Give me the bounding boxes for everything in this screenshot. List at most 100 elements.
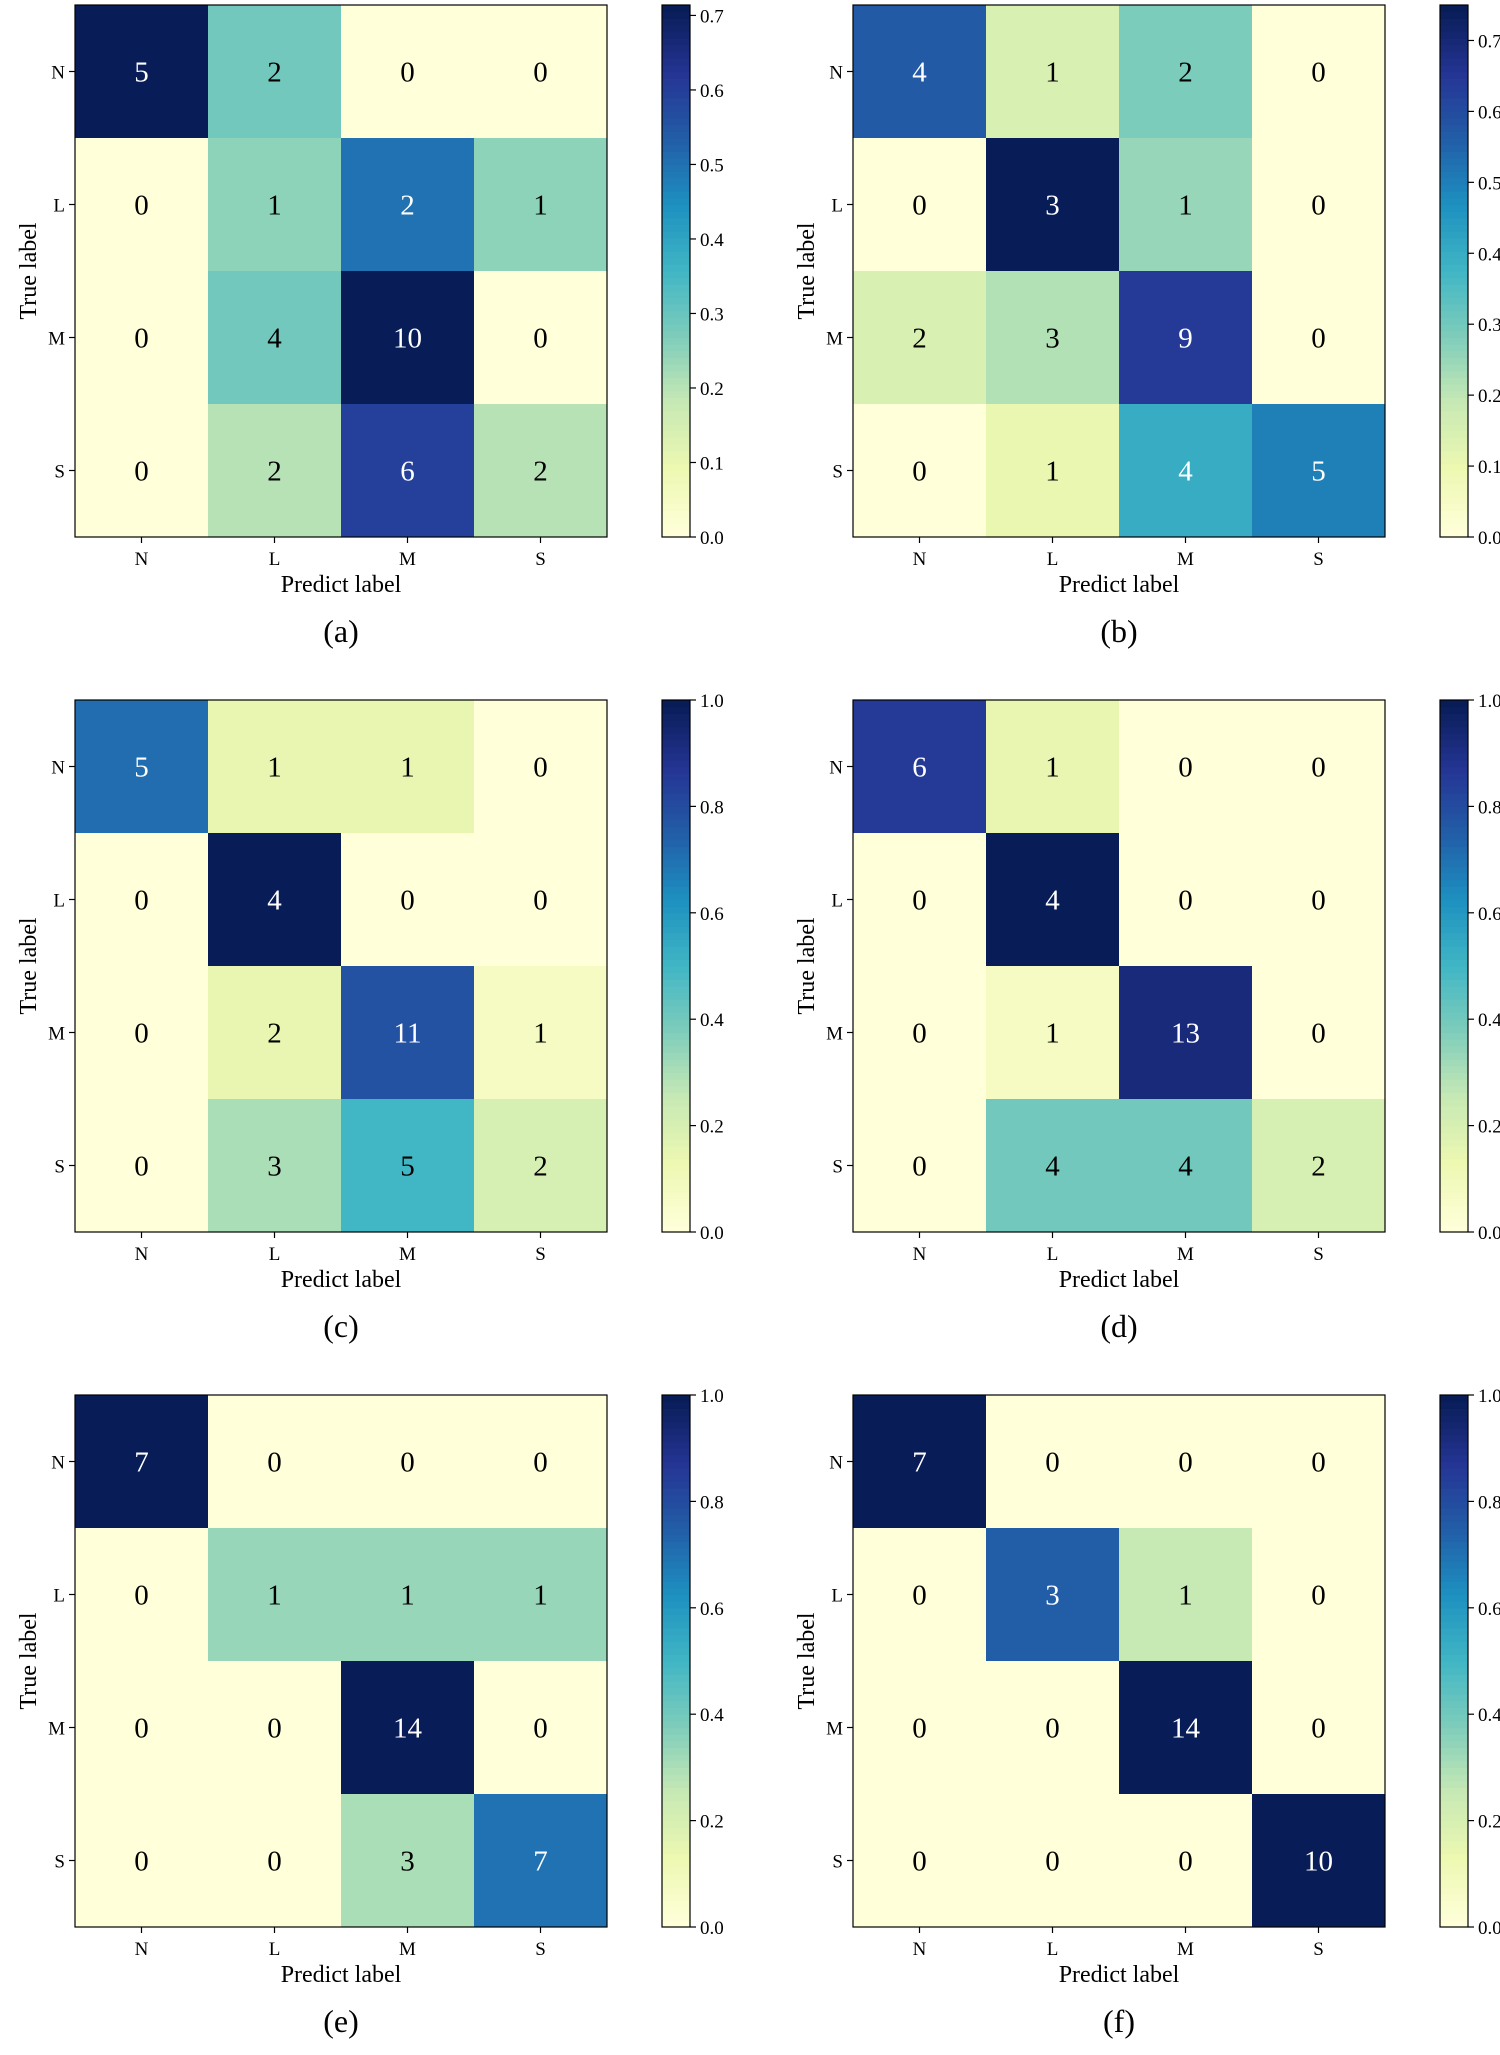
heatmap-cell bbox=[1119, 966, 1253, 1100]
colorbar-segment bbox=[662, 1567, 690, 1576]
cell-value: 0 bbox=[912, 1018, 927, 1050]
cell-value: 0 bbox=[912, 190, 927, 222]
colorbar-frame bbox=[661, 699, 691, 1233]
colorbar-segment bbox=[1440, 51, 1468, 59]
heatmap-cell bbox=[853, 271, 987, 405]
cell-value: 4 bbox=[1045, 885, 1060, 917]
colorbar-segment bbox=[662, 1833, 690, 1842]
colorbar-segment bbox=[1440, 1541, 1468, 1549]
colorbar-segment bbox=[662, 350, 690, 359]
colorbar-segment bbox=[1440, 251, 1468, 259]
colorbar-segment bbox=[662, 251, 690, 259]
x-axis-label: Predict label bbox=[1059, 1267, 1180, 1293]
colorbar-segment bbox=[662, 985, 690, 994]
colorbar-segment bbox=[1440, 739, 1468, 748]
heatmap-cell bbox=[474, 5, 608, 139]
y-tick-label: N bbox=[51, 63, 65, 84]
colorbar-segment bbox=[1440, 517, 1468, 525]
colorbar-segment bbox=[662, 1647, 690, 1655]
colorbar-segment bbox=[662, 1045, 690, 1054]
colorbar-segment bbox=[1440, 164, 1468, 172]
colorbar-segment bbox=[662, 1039, 690, 1047]
colorbar-segment bbox=[662, 111, 690, 119]
heatmap-cell bbox=[208, 138, 342, 272]
cell-value: 0 bbox=[533, 1447, 548, 1479]
colorbar-tick-label: 0.4 bbox=[1478, 1010, 1500, 1031]
colorbar-segment bbox=[1440, 317, 1468, 325]
colorbar-segment bbox=[662, 84, 690, 93]
heatmap-cell bbox=[341, 138, 475, 272]
x-tick-label: M bbox=[399, 1939, 416, 1960]
cell-value: 5 bbox=[400, 1151, 415, 1183]
colorbar-segment bbox=[662, 779, 690, 788]
colorbar-tick-label: 0.6 bbox=[700, 1599, 724, 1620]
cell-value: 1 bbox=[1045, 752, 1060, 784]
colorbar-segment bbox=[1440, 1754, 1468, 1762]
plot-frame bbox=[74, 699, 608, 1233]
colorbar-tick-label: 0.6 bbox=[700, 904, 724, 925]
colorbar-segment bbox=[662, 1421, 690, 1429]
cell-value: 1 bbox=[400, 1580, 415, 1612]
x-axis-label: Predict label bbox=[281, 1962, 402, 1988]
colorbar-segment bbox=[1440, 819, 1468, 827]
colorbar-segment bbox=[1440, 1720, 1468, 1729]
cell-value: 1 bbox=[400, 752, 415, 784]
colorbar-segment bbox=[1440, 999, 1468, 1007]
colorbar-segment bbox=[662, 430, 690, 438]
colorbar-segment bbox=[662, 397, 690, 405]
heatmap-cell bbox=[474, 138, 608, 272]
colorbar-tick-label: 0.5 bbox=[700, 155, 724, 176]
colorbar-segment bbox=[1440, 410, 1468, 418]
colorbar-segment bbox=[662, 1434, 690, 1443]
colorbar-segment bbox=[1440, 806, 1468, 814]
cell-value: 0 bbox=[912, 1846, 927, 1878]
colorbar-segment bbox=[662, 1734, 690, 1742]
colorbar-segment bbox=[662, 91, 690, 99]
cell-value: 0 bbox=[1311, 190, 1326, 222]
cell-value: 0 bbox=[134, 323, 149, 355]
heatmap-cell bbox=[75, 833, 209, 967]
colorbar-segment bbox=[1440, 157, 1468, 166]
colorbar-tick-label: 0.4 bbox=[700, 1705, 724, 1726]
colorbar-segment bbox=[662, 1574, 690, 1582]
colorbar-segment bbox=[662, 826, 690, 834]
confusion-matrix-e: 7 0 0 0 0 1 1 1 0 0 14 0 0 0 3 7 N L M S N L M S Predict label Tr… bbox=[16, 1386, 724, 2039]
colorbar-segment bbox=[662, 1687, 690, 1695]
colorbar-segment bbox=[662, 753, 690, 761]
colorbar-segment bbox=[1440, 138, 1468, 146]
heatmap-cell bbox=[341, 271, 475, 405]
colorbar-segment bbox=[662, 1554, 690, 1562]
colorbar-segment bbox=[662, 510, 690, 518]
colorbar-segment bbox=[1440, 959, 1468, 967]
colorbar-segment bbox=[1440, 530, 1468, 538]
colorbar-segment bbox=[662, 912, 690, 921]
cell-value: 0 bbox=[1311, 752, 1326, 784]
colorbar-segment bbox=[1440, 1561, 1468, 1569]
colorbar-segment bbox=[662, 164, 690, 172]
colorbar-segment bbox=[662, 277, 690, 285]
colorbar-segment bbox=[662, 264, 690, 272]
colorbar-segment bbox=[1440, 1800, 1468, 1808]
colorbar-segment bbox=[662, 1178, 690, 1187]
y-tick-label: L bbox=[53, 196, 65, 217]
colorbar-segment bbox=[1440, 38, 1468, 46]
colorbar-segment bbox=[662, 1099, 690, 1107]
colorbar-segment bbox=[662, 78, 690, 86]
colorbar-segment bbox=[1440, 1847, 1468, 1855]
colorbar-segment bbox=[662, 144, 690, 152]
colorbar-segment bbox=[662, 739, 690, 748]
colorbar-segment bbox=[1440, 443, 1468, 452]
colorbar-segment bbox=[662, 846, 690, 854]
y-tick-label: L bbox=[53, 1586, 65, 1607]
colorbar-segment bbox=[1440, 1434, 1468, 1443]
y-axis-label: True label bbox=[794, 222, 820, 319]
colorbar-segment bbox=[662, 1547, 690, 1556]
cell-value: 9 bbox=[1178, 323, 1193, 355]
cell-value: 1 bbox=[533, 190, 548, 222]
x-tick-label: N bbox=[913, 1244, 927, 1265]
colorbar-segment bbox=[1440, 144, 1468, 152]
colorbar-segment bbox=[1440, 384, 1468, 392]
colorbar-segment bbox=[1440, 423, 1468, 432]
colorbar-segment bbox=[1440, 1853, 1468, 1862]
x-axis-label: Predict label bbox=[281, 1267, 402, 1293]
